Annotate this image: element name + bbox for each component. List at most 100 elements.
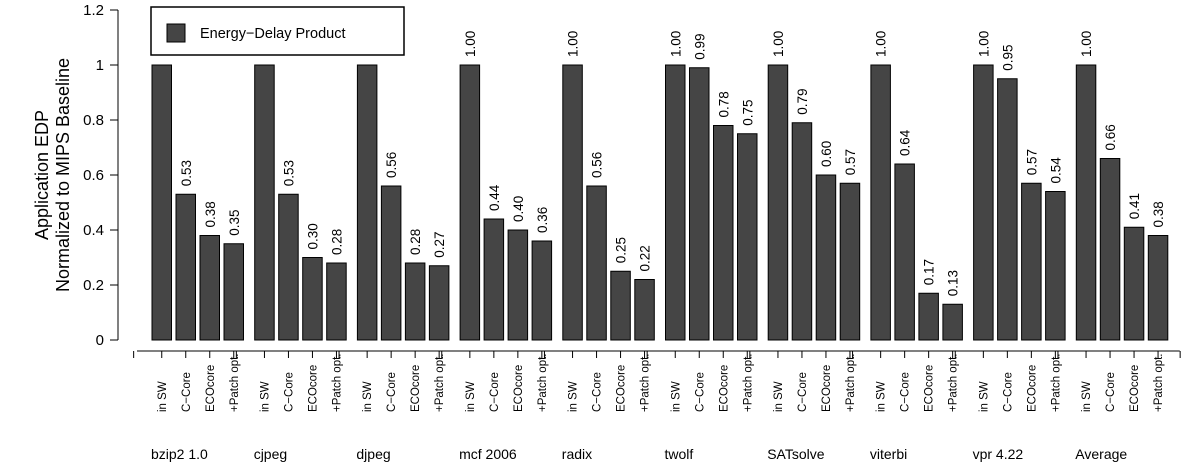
- bar: [223, 243, 244, 341]
- value-label: 0.54: [1048, 157, 1063, 184]
- variant-label: ECOcore: [616, 365, 628, 412]
- group-label: twolf: [665, 446, 694, 462]
- value-label: 0.28: [329, 229, 344, 255]
- variant-label: +Patch opt.: [1050, 354, 1062, 413]
- variant-labels: in SW C−Core ECOcore +Patch opt. in SW C−Core…: [157, 354, 1165, 413]
- value-label: 1.00: [1079, 31, 1094, 57]
- y-tick-label: 0.6: [83, 167, 104, 184]
- bar: [610, 270, 631, 341]
- bar: [997, 78, 1018, 341]
- variant-label: in SW: [362, 381, 374, 412]
- value-label: 0.53: [281, 160, 296, 186]
- y-axis-label-line-1: Application EDP: [32, 110, 52, 240]
- bar: [689, 67, 710, 341]
- variant-label: ECOcore: [307, 365, 319, 412]
- bar: [326, 262, 347, 341]
- bar: [151, 64, 172, 341]
- variant-label: in SW: [465, 381, 477, 412]
- bar: [531, 240, 553, 341]
- y-tick-label: 0: [96, 332, 104, 349]
- bar: [1147, 235, 1169, 341]
- variant-label: ECOcore: [205, 365, 217, 412]
- value-label: 0.35: [227, 209, 242, 235]
- value-label: 0.30: [305, 223, 320, 249]
- bar: [918, 292, 939, 341]
- y-tick-label: 1: [96, 57, 104, 74]
- variant-label: ECOcore: [924, 365, 936, 412]
- value-label: 0.57: [1024, 149, 1039, 175]
- value-label: 1.00: [976, 31, 991, 57]
- variant-label: +Patch opt.: [948, 354, 960, 413]
- bar: [1045, 191, 1066, 341]
- value-label: 0.40: [511, 196, 526, 222]
- legend: Energy−Delay Product: [150, 6, 405, 56]
- value-label: 1.00: [874, 31, 889, 57]
- value-label: 0.53: [179, 160, 194, 186]
- value-label: 0.95: [1000, 44, 1015, 70]
- variant-label: in SW: [670, 381, 682, 412]
- value-label: 0.27: [432, 231, 447, 257]
- y-tick-label: 1.2: [83, 2, 104, 19]
- bar: [254, 64, 275, 341]
- group-label: cjpeg: [254, 446, 287, 462]
- bar: [507, 229, 529, 341]
- value-label: 0.56: [384, 152, 399, 178]
- group-label: djpeg: [356, 446, 390, 462]
- value-label: 0.38: [1151, 201, 1166, 227]
- bar-series: [151, 64, 1169, 341]
- bar: [380, 185, 402, 341]
- x-axis: [133, 350, 1181, 358]
- legend-label: Energy−Delay Product: [200, 26, 345, 42]
- bar: [199, 235, 220, 341]
- group-label: radix: [562, 446, 592, 462]
- value-label: 0.28: [408, 229, 423, 255]
- group-label: Average: [1075, 446, 1127, 462]
- bar: [815, 174, 837, 341]
- variant-label: C−Core: [283, 372, 295, 412]
- variant-label: in SW: [1081, 381, 1093, 412]
- bar: [894, 163, 915, 341]
- value-label: 0.44: [487, 184, 502, 211]
- group-label: mcf 2006: [459, 446, 517, 462]
- value-label: 0.60: [819, 141, 834, 167]
- variant-label: C−Core: [900, 372, 912, 412]
- variant-label: ECOcore: [410, 365, 422, 412]
- bar: [1123, 226, 1145, 341]
- legend-box: [150, 6, 405, 56]
- variant-label: +Patch opt.: [742, 354, 754, 413]
- variant-label: ECOcore: [821, 365, 833, 412]
- variant-label: +Patch opt.: [640, 354, 652, 413]
- variant-label: in SW: [978, 381, 990, 412]
- group-label: vpr 4.22: [973, 446, 1024, 462]
- bar: [1099, 158, 1121, 341]
- value-label: 0.79: [795, 88, 810, 114]
- y-tick-label: 0.8: [83, 112, 104, 129]
- variant-label: C−Core: [386, 372, 398, 412]
- variant-label: in SW: [773, 381, 785, 412]
- group-label: SATsolve: [767, 446, 825, 462]
- bar: [175, 193, 196, 341]
- bar: [713, 125, 734, 341]
- group-label: bzip2 1.0: [151, 446, 208, 462]
- variant-label: C−Core: [797, 372, 809, 412]
- variant-label: in SW: [157, 381, 169, 412]
- value-label: 0.22: [638, 245, 653, 271]
- bar: [586, 185, 607, 341]
- variant-label: C−Core: [181, 372, 193, 412]
- y-tick-label: 0.4: [83, 222, 104, 239]
- variant-label: ECOcore: [1129, 365, 1141, 412]
- value-label: 0.99: [692, 33, 707, 59]
- y-tick-label: 0.2: [83, 277, 104, 294]
- bar: [302, 257, 323, 341]
- variant-label: in SW: [876, 381, 888, 412]
- legend-swatch: [166, 23, 186, 43]
- bar: [737, 133, 758, 341]
- y-axis-label-line-2: Normalized to MIPS Baseline: [53, 58, 73, 292]
- bar: [942, 303, 963, 341]
- variant-label: ECOcore: [513, 365, 525, 412]
- bar: [634, 279, 655, 341]
- group-labels: bzip2 1.0 cjpeg djpeg mcf 2006 radix twolf SAT…: [151, 446, 1127, 462]
- group-label: viterbi: [870, 446, 907, 462]
- bar: [791, 122, 813, 341]
